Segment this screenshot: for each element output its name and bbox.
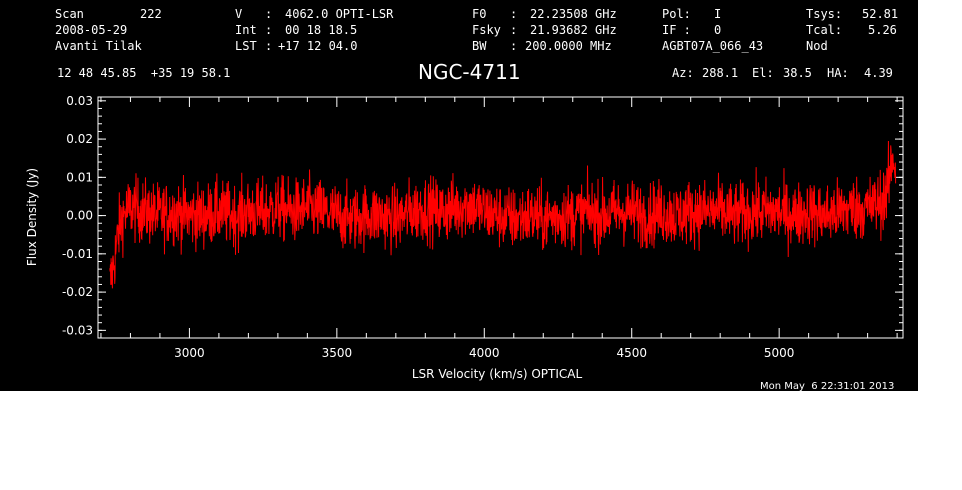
y-tick-label: 0.03 bbox=[66, 94, 93, 108]
pol-value: I bbox=[714, 7, 722, 21]
scan-value: 222 bbox=[140, 7, 162, 21]
if-label: IF : bbox=[662, 23, 691, 37]
spectrum-chart: -0.03 -0.02 -0.01 0.00 0.01 0.02 0.03 3000 3500… bbox=[25, 94, 904, 381]
source-name: NGC-4711 bbox=[418, 60, 521, 84]
v-label: V bbox=[235, 7, 243, 21]
lst-value: +17 12 04.0 bbox=[278, 39, 358, 53]
observer: Avanti Tilak bbox=[55, 39, 142, 53]
y-axis-label: Flux Density (Jy) bbox=[25, 168, 39, 266]
y-tick-label: -0.03 bbox=[62, 323, 93, 337]
fsky-value: 21.93682 GHz bbox=[530, 23, 617, 37]
x-tick-label: 3000 bbox=[174, 346, 205, 360]
x-axis-label: LSR Velocity (km/s) OPTICAL bbox=[412, 367, 583, 381]
bw-value: 200.0000 MHz bbox=[525, 39, 612, 53]
y-tick-label: -0.01 bbox=[62, 247, 93, 261]
pol-label: Pol: bbox=[662, 7, 691, 21]
project-id: AGBT07A_066_43 bbox=[662, 39, 764, 53]
y-tick-label: 0.02 bbox=[66, 132, 93, 146]
plot-window: Scan 222 2008-05-29 Avanti Tilak V : 406… bbox=[0, 0, 918, 392]
fsky-label: Fsky bbox=[472, 23, 501, 37]
int-label: Int bbox=[235, 23, 257, 37]
x-tick-label: 4500 bbox=[616, 346, 647, 360]
x-tick-label: 3500 bbox=[322, 346, 353, 360]
y-tick-label: 0.01 bbox=[66, 170, 93, 184]
ha-value: 4.39 bbox=[864, 66, 893, 80]
ha-label: HA: bbox=[827, 66, 849, 80]
plot-frame bbox=[97, 96, 904, 339]
az-label: Az: bbox=[672, 66, 694, 80]
x-axis: 3000 3500 4000 4500 5000 bbox=[100, 97, 898, 360]
v-value: 4062.0 OPTI-LSR bbox=[285, 7, 394, 21]
f0-label: F0 bbox=[472, 7, 487, 21]
coordinates: 12 48 45.85 +35 19 58.1 bbox=[57, 66, 231, 80]
tsys-label: Tsys: bbox=[806, 7, 843, 21]
timestamp: Mon May 6 22:31:01 2013 bbox=[760, 381, 895, 392]
if-value: 0 bbox=[714, 23, 722, 37]
x-tick-label: 4000 bbox=[469, 346, 500, 360]
spectrum-line bbox=[109, 141, 897, 289]
lst-label: LST bbox=[235, 39, 257, 53]
y-tick-label: -0.02 bbox=[62, 285, 93, 299]
el-value: 38.5 bbox=[783, 66, 812, 80]
date: 2008-05-29 bbox=[55, 23, 128, 37]
tcal-label: Tcal: bbox=[806, 23, 843, 37]
y-axis: -0.03 -0.02 -0.01 0.00 0.01 0.02 0.03 bbox=[62, 94, 903, 337]
el-label: El: bbox=[752, 66, 774, 80]
tsys-value: 52.81 bbox=[862, 7, 899, 21]
scan-label: Scan bbox=[55, 7, 84, 21]
mode: Nod bbox=[806, 39, 828, 53]
f0-value: 22.23508 GHz bbox=[530, 7, 617, 21]
int-value: 00 18 18.5 bbox=[285, 23, 358, 37]
x-tick-label: 5000 bbox=[764, 346, 795, 360]
tcal-value: 5.26 bbox=[868, 23, 897, 37]
bw-label: BW bbox=[472, 39, 487, 53]
y-tick-label: 0.00 bbox=[66, 209, 93, 223]
az-value: 288.1 bbox=[702, 66, 739, 80]
